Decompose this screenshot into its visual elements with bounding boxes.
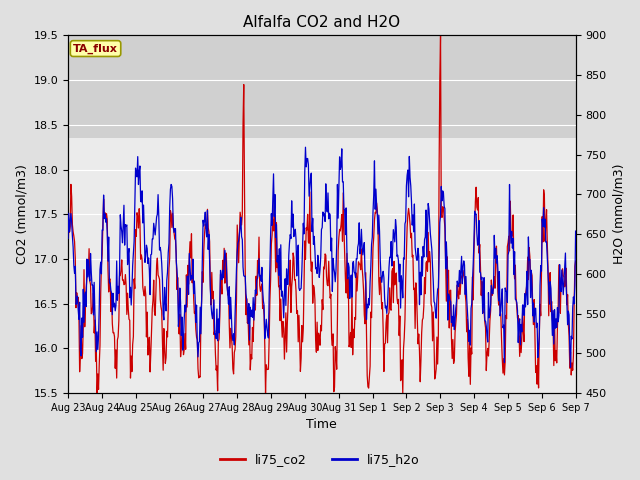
Bar bbox=[68, 36, 575, 138]
li75_co2 bbox=[93, 390, 101, 396]
Line: li75_h2o: li75_h2o bbox=[68, 147, 575, 367]
Legend: li75_co2, li75_h2o: li75_co2, li75_h2o bbox=[215, 448, 425, 471]
li75_h2o bbox=[572, 228, 579, 234]
li75_h2o bbox=[188, 276, 196, 281]
li75_co2 bbox=[461, 276, 468, 282]
li75_h2o bbox=[522, 291, 530, 297]
Y-axis label: CO2 (mmol/m3): CO2 (mmol/m3) bbox=[15, 164, 28, 264]
li75_co2 bbox=[398, 357, 406, 363]
li75_h2o bbox=[301, 144, 309, 150]
li75_h2o bbox=[207, 303, 215, 309]
li75_h2o bbox=[64, 236, 72, 241]
li75_h2o bbox=[398, 280, 406, 286]
li75_h2o bbox=[566, 364, 574, 370]
li75_co2 bbox=[572, 258, 579, 264]
X-axis label: Time: Time bbox=[307, 419, 337, 432]
li75_co2 bbox=[208, 270, 216, 276]
li75_h2o bbox=[225, 301, 232, 307]
Title: Alfalfa CO2 and H2O: Alfalfa CO2 and H2O bbox=[243, 15, 401, 30]
li75_co2 bbox=[189, 262, 196, 268]
Text: TA_flux: TA_flux bbox=[73, 43, 118, 54]
li75_co2 bbox=[436, 33, 444, 38]
Line: li75_co2: li75_co2 bbox=[68, 36, 575, 393]
li75_co2 bbox=[64, 249, 72, 254]
li75_co2 bbox=[225, 321, 233, 327]
li75_h2o bbox=[460, 258, 468, 264]
Y-axis label: H2O (mmol/m3): H2O (mmol/m3) bbox=[612, 164, 625, 264]
li75_co2 bbox=[523, 280, 531, 286]
